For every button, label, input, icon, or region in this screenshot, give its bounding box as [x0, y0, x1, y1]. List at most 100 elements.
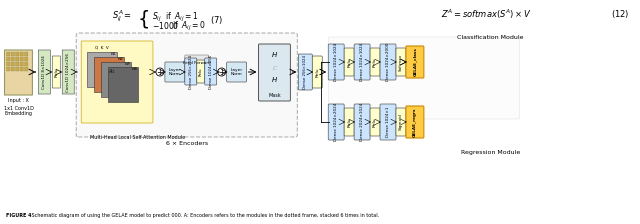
Text: Layer
Norm: Layer Norm	[230, 68, 243, 76]
Text: C: C	[273, 65, 276, 71]
Text: Sigmoid: Sigmoid	[399, 114, 403, 130]
FancyBboxPatch shape	[15, 52, 19, 56]
Text: Dense 1024×1024: Dense 1024×1024	[334, 43, 338, 81]
Text: $(12)$: $(12)$	[611, 8, 629, 20]
FancyBboxPatch shape	[11, 67, 15, 71]
FancyBboxPatch shape	[6, 67, 10, 71]
Text: if  $A_{ij}=1$: if $A_{ij}=1$	[165, 11, 198, 24]
Text: $A_1$: $A_1$	[108, 68, 116, 76]
FancyBboxPatch shape	[20, 62, 24, 66]
FancyBboxPatch shape	[259, 44, 291, 101]
FancyBboxPatch shape	[87, 52, 117, 87]
Text: Dense 1024×2024: Dense 1024×2024	[334, 103, 338, 141]
Text: FIGURE 4: FIGURE 4	[6, 213, 31, 218]
FancyBboxPatch shape	[406, 46, 424, 78]
Text: $W_4$: $W_4$	[131, 65, 138, 73]
FancyBboxPatch shape	[24, 67, 28, 71]
Text: Dense 1024×256: Dense 1024×256	[209, 55, 212, 89]
FancyBboxPatch shape	[406, 106, 424, 138]
FancyBboxPatch shape	[205, 58, 217, 85]
FancyBboxPatch shape	[11, 62, 15, 66]
Text: Conv1D 8×1024: Conv1D 8×1024	[42, 55, 46, 89]
FancyBboxPatch shape	[312, 56, 323, 88]
FancyBboxPatch shape	[344, 48, 354, 76]
Text: Dense 2024×1024: Dense 2024×1024	[360, 103, 364, 141]
FancyBboxPatch shape	[24, 57, 28, 61]
Text: Regression Module: Regression Module	[461, 149, 520, 155]
Text: Softmax: Softmax	[399, 53, 403, 71]
Text: $-1000$: $-1000$	[152, 20, 179, 31]
Text: 6 × Encoders: 6 × Encoders	[166, 140, 208, 146]
FancyBboxPatch shape	[380, 104, 396, 140]
Text: $S_{ij}$: $S_{ij}$	[152, 11, 162, 24]
Text: Classification Module: Classification Module	[458, 34, 524, 39]
FancyBboxPatch shape	[344, 108, 354, 136]
FancyBboxPatch shape	[370, 48, 380, 76]
Text: Feed Forward: Feed Forward	[183, 61, 211, 65]
FancyBboxPatch shape	[227, 62, 246, 82]
FancyBboxPatch shape	[6, 62, 10, 66]
FancyBboxPatch shape	[328, 104, 344, 140]
FancyBboxPatch shape	[328, 37, 520, 119]
Text: 1x1 Conv1D: 1x1 Conv1D	[4, 106, 33, 110]
Text: Relu: Relu	[54, 67, 58, 77]
FancyBboxPatch shape	[24, 52, 28, 56]
Circle shape	[218, 68, 226, 76]
Text: Schematic diagram of using the GELAE model to predict 000. A: Encoders refers to: Schematic diagram of using the GELAE mod…	[28, 213, 380, 218]
Text: Conv1D 1024×256: Conv1D 1024×256	[67, 52, 70, 91]
FancyBboxPatch shape	[94, 57, 124, 92]
FancyBboxPatch shape	[370, 108, 380, 136]
Text: Relu: Relu	[316, 67, 319, 77]
Text: Embedding: Embedding	[4, 110, 33, 116]
FancyBboxPatch shape	[6, 57, 10, 61]
Text: Q  K  V: Q K V	[95, 45, 109, 49]
FancyBboxPatch shape	[15, 62, 19, 66]
FancyBboxPatch shape	[81, 41, 153, 123]
Text: $W_3$: $W_3$	[124, 60, 131, 68]
Text: Dense 1024×1: Dense 1024×1	[386, 107, 390, 137]
Text: H: H	[272, 77, 277, 83]
Text: Layer
Norm: Layer Norm	[169, 68, 181, 76]
Text: Relu: Relu	[347, 57, 351, 67]
Text: $(7)$: $(7)$	[210, 14, 223, 26]
Text: Input : X: Input : X	[8, 97, 29, 103]
Text: +: +	[156, 67, 163, 77]
FancyBboxPatch shape	[396, 48, 406, 76]
FancyBboxPatch shape	[328, 44, 344, 80]
FancyBboxPatch shape	[76, 33, 298, 137]
FancyBboxPatch shape	[20, 52, 24, 56]
Text: $W_1$: $W_1$	[110, 50, 117, 58]
FancyBboxPatch shape	[38, 50, 51, 94]
Text: $S_{ij}^{A}=$: $S_{ij}^{A}=$	[112, 8, 132, 24]
FancyBboxPatch shape	[185, 55, 209, 71]
Text: Multi-Head Local Self-Attention Module: Multi-Head Local Self-Attention Module	[90, 134, 186, 140]
FancyBboxPatch shape	[24, 62, 28, 66]
Text: Dense 1024×2000: Dense 1024×2000	[386, 43, 390, 81]
Circle shape	[156, 68, 164, 76]
FancyBboxPatch shape	[11, 57, 15, 61]
FancyBboxPatch shape	[62, 50, 74, 94]
Text: $W_2$: $W_2$	[116, 55, 124, 63]
Text: Mask: Mask	[268, 93, 281, 97]
Text: Relu: Relu	[199, 68, 203, 76]
FancyBboxPatch shape	[196, 60, 205, 83]
FancyBboxPatch shape	[15, 67, 19, 71]
Text: Dense 1024×1024: Dense 1024×1024	[360, 43, 364, 81]
FancyBboxPatch shape	[354, 44, 370, 80]
FancyBboxPatch shape	[396, 108, 406, 136]
FancyBboxPatch shape	[11, 52, 15, 56]
FancyBboxPatch shape	[52, 56, 60, 88]
FancyBboxPatch shape	[20, 67, 24, 71]
Text: $\{$: $\{$	[137, 8, 149, 30]
Text: +: +	[218, 67, 225, 77]
FancyBboxPatch shape	[165, 62, 185, 82]
FancyBboxPatch shape	[20, 57, 24, 61]
FancyBboxPatch shape	[380, 44, 396, 80]
Text: Relu: Relu	[347, 117, 351, 127]
FancyBboxPatch shape	[6, 52, 10, 56]
FancyBboxPatch shape	[354, 104, 370, 140]
FancyBboxPatch shape	[298, 54, 312, 90]
FancyBboxPatch shape	[108, 67, 138, 102]
Text: Dense 256×1024: Dense 256×1024	[303, 55, 307, 89]
Text: GELAE_class: GELAE_class	[413, 47, 417, 76]
